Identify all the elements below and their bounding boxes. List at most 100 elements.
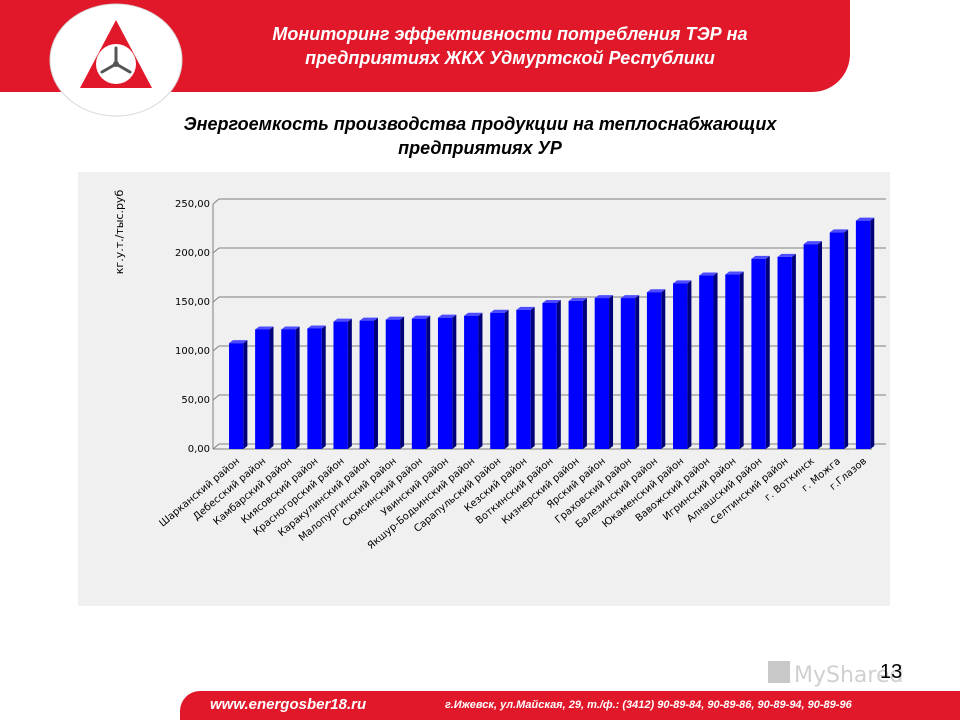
bar-top	[516, 306, 535, 310]
bar-top	[620, 295, 640, 299]
bar-side	[713, 272, 718, 449]
y-tick-label: 150,00	[175, 297, 210, 308]
bar	[359, 320, 374, 449]
bar-side	[818, 241, 823, 449]
bar	[751, 258, 766, 449]
bar-top	[594, 295, 614, 299]
bar	[777, 256, 792, 449]
bar-side	[243, 340, 248, 449]
bar	[594, 298, 610, 449]
watermark-icon	[768, 661, 790, 683]
bar-top	[855, 217, 875, 221]
bar	[411, 318, 427, 449]
bar-side	[295, 326, 300, 449]
bar	[699, 275, 714, 449]
bar-top	[385, 316, 405, 320]
gridline-depth	[212, 247, 220, 254]
bar-top	[490, 309, 509, 313]
y-axis-title: кг.у.т./тыс.руб	[113, 190, 126, 275]
agency-logo	[49, 3, 183, 117]
bar	[829, 232, 845, 449]
footer-website-link[interactable]: www.energosber18.ru	[210, 696, 367, 713]
gridline-depth	[212, 443, 220, 450]
bar-top	[542, 299, 561, 303]
bar-side	[452, 314, 457, 449]
header-title: Мониторинг эффективности потребления ТЭР…	[272, 24, 748, 68]
bar-side	[870, 217, 875, 449]
bar	[437, 317, 453, 449]
bar-top	[646, 289, 666, 293]
bar	[333, 321, 348, 449]
page-number: 13	[880, 661, 903, 683]
y-tick-label: 0,00	[188, 444, 210, 455]
gridline-depth	[212, 345, 220, 352]
bar	[516, 309, 531, 449]
bar-side	[504, 309, 509, 449]
y-tick-label: 100,00	[175, 346, 210, 357]
bar	[281, 329, 296, 449]
gridline-depth	[212, 198, 220, 205]
bar-top	[437, 314, 457, 318]
y-tick-label: 50,00	[181, 395, 210, 406]
bar-top	[803, 241, 823, 245]
bar-side	[739, 271, 744, 449]
myshared-watermark: MyShared	[768, 661, 903, 688]
bar-side	[400, 316, 405, 449]
bar-top	[568, 298, 587, 302]
bar-side	[269, 326, 274, 449]
y-tick-label: 250,00	[175, 199, 210, 210]
bar-side	[321, 325, 326, 449]
bar-chart: 0,00 50,00 100,00 150,00 200,00 250,00 Шаркан…	[113, 190, 886, 552]
bar-side	[687, 280, 692, 449]
bar-top	[699, 272, 718, 276]
bar-side	[765, 255, 770, 449]
bar-top	[307, 325, 326, 329]
bar-side	[844, 229, 849, 449]
bar	[855, 220, 871, 449]
bar	[646, 292, 662, 449]
bar-side	[635, 295, 640, 449]
bar-top	[464, 312, 483, 316]
bar-side	[478, 312, 483, 449]
bar-top	[777, 253, 796, 257]
footer-contacts: г.Ижевск, ул.Майская, 29, т./ф.: (3412) …	[445, 699, 852, 711]
bar-top	[725, 271, 744, 275]
bar-top	[829, 229, 849, 233]
bar	[255, 329, 270, 449]
gridline-depth	[212, 394, 220, 401]
y-tick-label: 200,00	[175, 248, 210, 259]
bar-top	[255, 326, 274, 330]
bar-top	[359, 317, 378, 321]
bar-side	[530, 306, 535, 449]
chart-panel: 0,00 50,00 100,00 150,00 200,00 250,00 Шаркан…	[78, 172, 890, 606]
chart-title: Энергоемкость производства продукции на …	[183, 114, 777, 158]
bar	[673, 283, 688, 449]
bar-side	[791, 253, 796, 449]
bar	[229, 343, 244, 449]
bar-top	[333, 318, 352, 322]
bar-top	[229, 340, 248, 344]
bar-top	[751, 255, 770, 259]
bar-side	[661, 289, 666, 449]
watermark-text: MyShared	[794, 663, 903, 688]
footer-band	[180, 691, 960, 720]
bar	[490, 312, 505, 449]
bar-side	[609, 295, 614, 449]
bar	[620, 298, 636, 449]
bar	[464, 315, 479, 449]
bar	[385, 319, 401, 449]
bar	[568, 301, 583, 449]
bar-top	[673, 280, 692, 284]
bar-top	[281, 326, 300, 330]
bar	[725, 274, 740, 449]
bar-side	[426, 315, 431, 449]
bar-side	[347, 318, 352, 449]
bar	[307, 328, 322, 449]
bar	[542, 302, 557, 449]
bar	[803, 244, 819, 449]
bar-side	[373, 317, 378, 449]
bar-side	[582, 298, 587, 449]
gridline-depth	[212, 296, 220, 303]
bar-side	[556, 299, 561, 449]
